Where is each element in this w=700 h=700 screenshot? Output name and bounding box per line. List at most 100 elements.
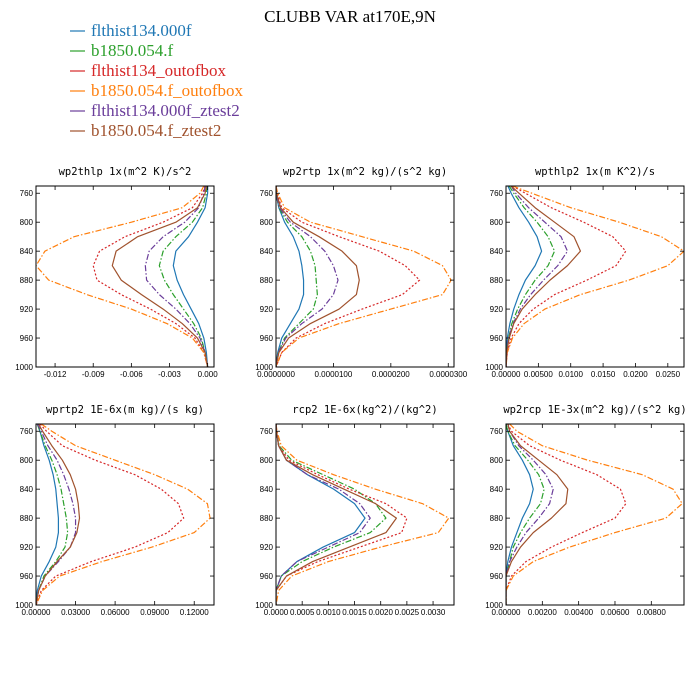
series-line	[506, 186, 569, 367]
y-tick-label: 760	[20, 189, 34, 198]
series-line	[144, 186, 209, 367]
x-tick-label: -0.006	[120, 370, 143, 379]
series-group	[36, 186, 209, 367]
y-tick-label: 760	[260, 427, 274, 436]
plot-frame	[35, 185, 215, 368]
legend-label: b1850.054.f_ztest2	[91, 121, 221, 140]
series-line	[506, 424, 683, 605]
series-line	[92, 186, 209, 367]
panel: wp2rcp 1E-3x(m^2 kg)/(s^2 kg) 760 800 840 88…	[485, 404, 686, 617]
y-tick-label: 960	[490, 334, 504, 343]
series-line	[506, 424, 534, 605]
y-tick-label: 840	[20, 485, 34, 494]
y-tick-label: 760	[20, 427, 34, 436]
y-tick-label: 800	[20, 456, 34, 465]
legend-label: flthist134.000f_ztest2	[91, 101, 240, 120]
y-tick-label: 1000	[255, 601, 273, 610]
x-tick-label: 0.00200	[528, 608, 557, 617]
series-line	[36, 424, 185, 605]
y-tick-label: 840	[490, 485, 504, 494]
x-tick-label: 0.0000100	[315, 370, 353, 379]
series-group	[276, 186, 452, 367]
x-tick-label: 0.00000	[492, 370, 521, 379]
series-group	[36, 424, 211, 605]
y-tick-label: 920	[490, 305, 504, 314]
y-tick-label: 800	[260, 456, 274, 465]
x-tick-label: -0.003	[158, 370, 181, 379]
plot-frame	[35, 423, 215, 606]
y-tick-label: 960	[20, 334, 34, 343]
x-tick-label: 0.0030	[421, 608, 446, 617]
series-line	[506, 186, 543, 367]
y-tick-label: 920	[20, 305, 34, 314]
series-line	[276, 186, 452, 367]
panel: rcp2 1E-6x(kg^2)/(kg^2) 760 800 840 880 920 96…	[255, 404, 455, 617]
panel: wp2rtp 1x(m^2 kg)/(s^2 kg) 760 800 840 880 92…	[255, 166, 468, 379]
series-line	[506, 186, 582, 367]
series-line	[276, 424, 398, 605]
x-tick-label: 0.0000200	[372, 370, 410, 379]
y-tick-label: 800	[490, 218, 504, 227]
series-line	[276, 186, 318, 367]
series-line	[172, 186, 209, 367]
series-line	[36, 424, 211, 605]
y-tick-label: 960	[20, 572, 34, 581]
series-line	[36, 424, 60, 605]
panel-title: wp2rcp 1E-3x(m^2 kg)/(s^2 kg)	[503, 404, 686, 416]
series-group	[506, 424, 683, 605]
y-tick-label: 920	[260, 543, 274, 552]
series-group	[506, 186, 684, 367]
panel-title: wp2thlp 1x(m^2 K)/s^2	[59, 166, 192, 178]
series-line	[276, 186, 339, 367]
y-tick-label: 960	[260, 334, 274, 343]
panel: wp2thlp 1x(m^2 K)/s^2 760 800 840 880 920 960 1…	[15, 166, 218, 379]
panel-title: wprtp2 1E-6x(m kg)/(s kg)	[46, 404, 204, 416]
y-tick-label: 880	[20, 276, 34, 285]
legend-label: b1850.054.f_outofbox	[91, 81, 244, 100]
plot-frame	[275, 185, 455, 368]
plot-frame	[505, 423, 685, 606]
y-tick-label: 920	[20, 543, 34, 552]
y-tick-label: 1000	[485, 601, 503, 610]
y-tick-label: 1000	[15, 363, 33, 372]
series-line	[506, 186, 556, 367]
x-tick-label: 0.00000	[22, 608, 51, 617]
y-tick-label: 1000	[15, 601, 33, 610]
x-tick-label: -0.009	[82, 370, 105, 379]
x-tick-label: 0.000	[198, 370, 219, 379]
plot-frame	[275, 423, 455, 606]
y-tick-label: 960	[260, 572, 274, 581]
y-tick-label: 1000	[255, 363, 273, 372]
series-line	[276, 424, 387, 605]
series-line	[111, 186, 209, 367]
x-tick-label: 0.09000	[140, 608, 169, 617]
panel-title: wpthlp2 1x(m K^2)/s	[535, 166, 655, 178]
x-tick-label: 0.0000000	[257, 370, 295, 379]
y-tick-label: 880	[20, 514, 34, 523]
plot-frame	[505, 185, 685, 368]
panel-title: rcp2 1E-6x(kg^2)/(kg^2)	[292, 404, 437, 416]
y-tick-label: 880	[260, 276, 274, 285]
y-tick-label: 920	[490, 543, 504, 552]
x-tick-label: 0.0200	[623, 370, 648, 379]
y-tick-label: 800	[260, 218, 274, 227]
x-tick-label: 0.06000	[101, 608, 130, 617]
x-tick-label: 0.0100	[558, 370, 583, 379]
legend: flthist134.000fb1850.054.fflthist134_out…	[70, 21, 244, 140]
y-tick-label: 880	[260, 514, 274, 523]
y-tick-label: 960	[490, 572, 504, 581]
series-line	[506, 186, 627, 367]
series-line	[36, 424, 69, 605]
y-tick-label: 760	[490, 427, 504, 436]
x-tick-label: 0.0015	[342, 608, 367, 617]
x-tick-label: 0.0025	[395, 608, 420, 617]
legend-label: b1850.054.f	[91, 41, 174, 60]
x-tick-label: 0.00000	[492, 608, 521, 617]
x-tick-label: 0.0020	[368, 608, 393, 617]
panel: wpthlp2 1x(m K^2)/s 760 800 840 880 920 960 100…	[485, 166, 685, 379]
x-tick-label: -0.012	[44, 370, 67, 379]
y-tick-label: 1000	[485, 363, 503, 372]
x-tick-label: 0.03000	[61, 608, 90, 617]
legend-label: flthist134_outofbox	[91, 61, 227, 80]
